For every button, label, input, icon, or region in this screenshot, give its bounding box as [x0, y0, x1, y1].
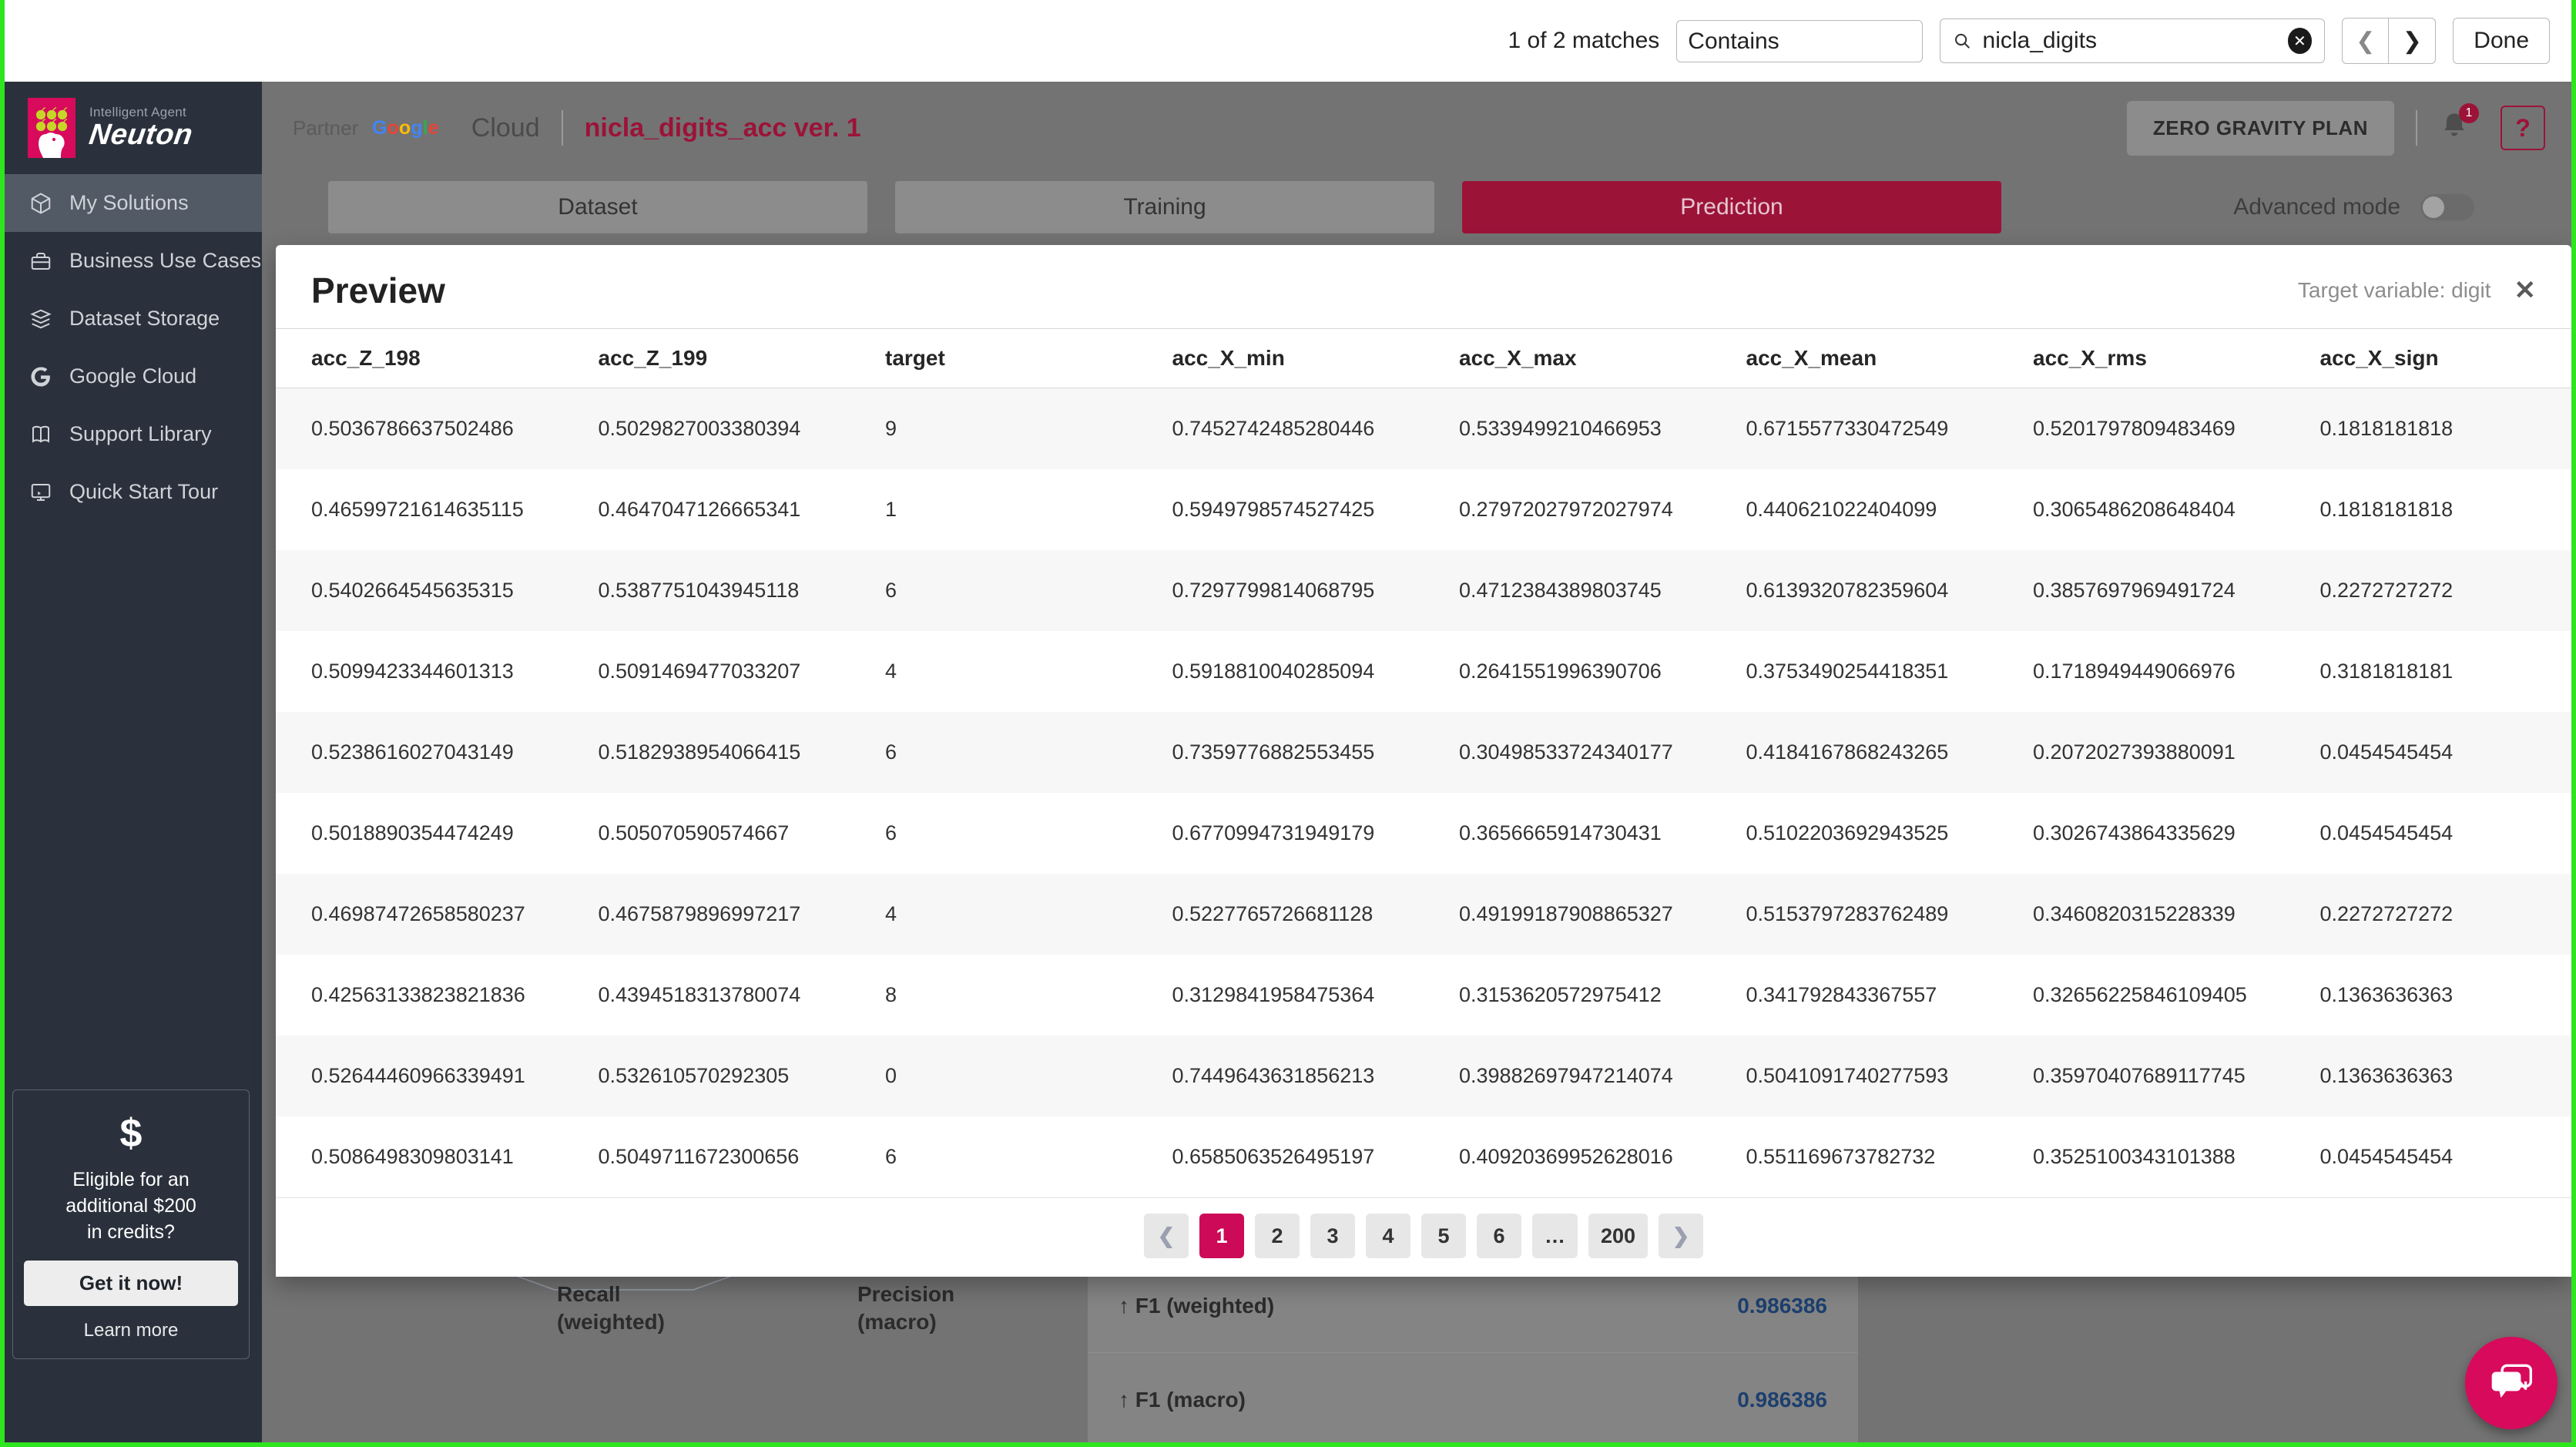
svg-text:Google: Google: [372, 117, 439, 139]
